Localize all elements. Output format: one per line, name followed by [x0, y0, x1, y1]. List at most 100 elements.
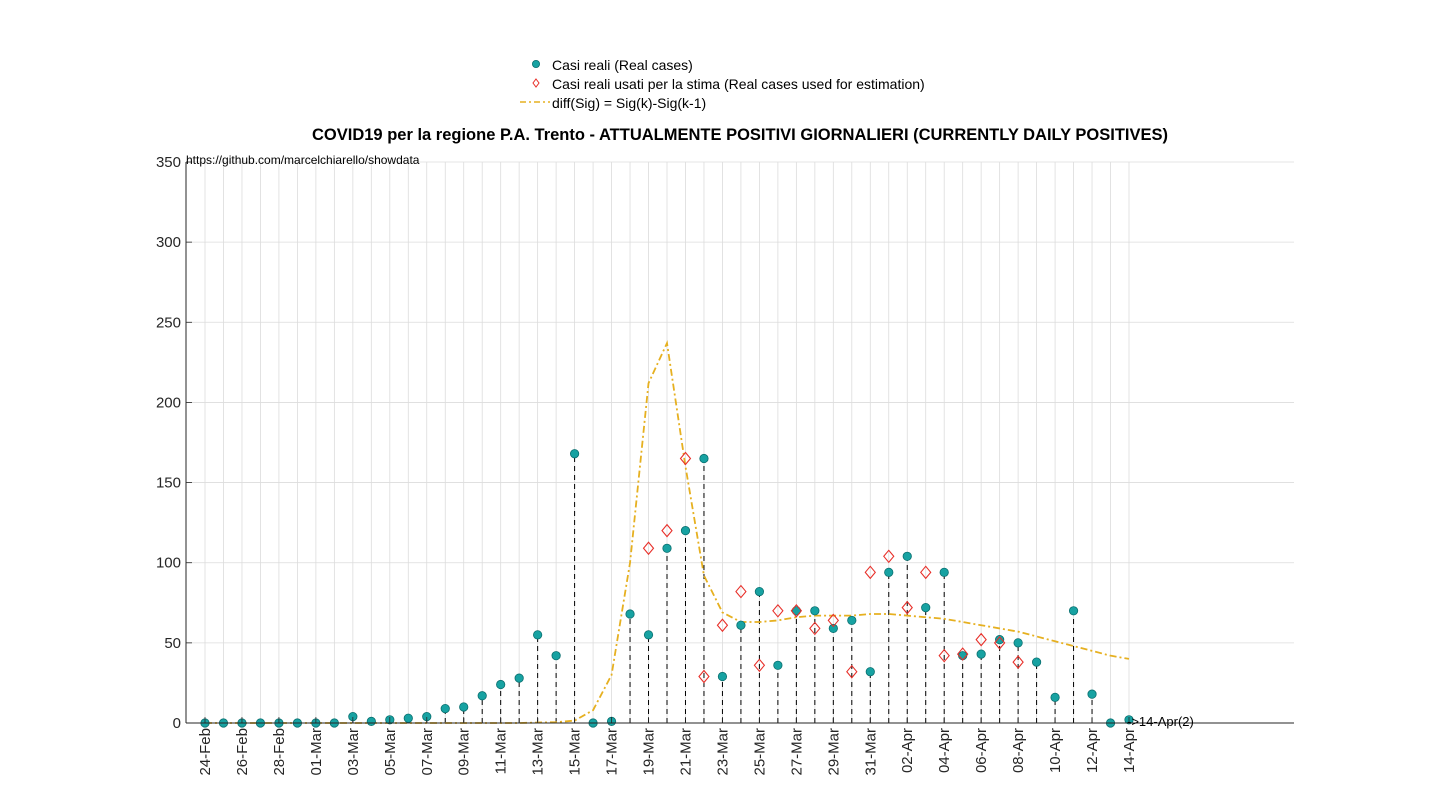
real-case-point [939, 567, 949, 577]
end-date-annotation: ->14-Apr(2) [1127, 714, 1194, 729]
real-case-point [459, 702, 469, 712]
real-case-point [828, 623, 838, 634]
diamond-marker-icon [512, 75, 552, 93]
real-case-point [736, 620, 746, 630]
real-case-point [496, 679, 506, 690]
estimation-point [827, 613, 840, 628]
chart-title: COVID19 per la regione P.A. Trento - ATT… [312, 126, 1168, 144]
estimation-point [938, 648, 950, 663]
real-case-point [699, 453, 709, 464]
x-tick-label: 03-Mar [345, 728, 362, 776]
real-case-point [643, 630, 654, 640]
x-tick-label: 11-Mar [493, 728, 510, 774]
estimation-point [735, 584, 747, 599]
real-case-point [662, 543, 672, 553]
estimation-point [901, 600, 913, 615]
legend-item-diff-line: diff(Sig) = Sig(k)-Sig(k-1) [512, 94, 706, 112]
real-case-point [995, 635, 1005, 645]
x-tick-label: 25-Mar [751, 728, 768, 776]
estimation-point [698, 669, 710, 684]
real-case-point [884, 567, 894, 577]
real-case-point [1068, 606, 1079, 616]
x-tick-label: 19-Mar [641, 728, 658, 776]
x-tick-label: 29-Mar [825, 728, 842, 776]
grid-lines [186, 161, 1294, 723]
real-case-point [440, 703, 450, 714]
estimation-point [993, 635, 1006, 650]
estimation-point [956, 647, 969, 661]
data-points [200, 449, 1134, 728]
dashdot-line-icon [512, 94, 552, 112]
x-tick-label: 26-Feb [234, 728, 251, 776]
x-tick-label: 23-Mar [714, 728, 731, 776]
y-tick-label: 100 [156, 555, 181, 572]
x-tick-label: 07-Mar [419, 728, 436, 776]
legend: Casi reali (Real cases) Casi reali usati… [512, 56, 972, 114]
legend-label-used-cases: Casi reali usati per la stima (Real case… [552, 76, 925, 92]
x-tick-label: 13-Mar [530, 728, 547, 776]
y-tick-label: 200 [156, 394, 181, 411]
estimation-point [661, 523, 673, 538]
x-tick-label: 05-Mar [382, 728, 399, 776]
real-case-point [902, 551, 912, 561]
real-case-point [680, 526, 691, 536]
y-tick-label: 150 [156, 475, 181, 492]
real-case-point [958, 651, 968, 661]
estimation-point [642, 541, 655, 556]
x-tick-label: 31-Mar [862, 728, 879, 776]
real-case-point [1032, 657, 1042, 667]
y-tick-label: 300 [156, 234, 181, 251]
real-case-point [625, 609, 635, 619]
legend-item-used-cases: Casi reali usati per la stima (Real case… [512, 75, 925, 93]
estimation-point [864, 565, 876, 580]
x-tick-label: 08-Apr [1010, 728, 1027, 773]
x-tick-label: 27-Mar [788, 728, 805, 776]
x-tick-label: 14-Apr [1121, 728, 1138, 773]
y-tick-label: 350 [156, 154, 181, 171]
estimation-point [753, 658, 766, 673]
real-case-point [1087, 689, 1097, 699]
estimation-point [809, 621, 821, 636]
real-case-point [533, 630, 543, 640]
estimation-point [920, 565, 932, 580]
real-case-point [514, 673, 524, 683]
x-tick-label: 04-Apr [936, 728, 953, 773]
x-tick-label: 02-Apr [899, 728, 916, 773]
real-case-point [477, 691, 487, 701]
x-tick-label: 12-Apr [1084, 728, 1101, 773]
x-tick-label: 28-Feb [271, 728, 288, 776]
estimation-point [975, 632, 987, 647]
x-tick-label: 10-Apr [1047, 728, 1064, 773]
legend-label-real-cases: Casi reali (Real cases) [552, 57, 693, 73]
real-case-point [551, 651, 561, 661]
y-tick-label: 0 [173, 715, 181, 732]
real-case-point [366, 716, 376, 726]
circle-marker-icon [512, 56, 552, 74]
estimation-point [883, 549, 895, 564]
real-case-point [921, 602, 931, 613]
estimation-point [772, 603, 784, 618]
source-url-annotation: https://github.com/marcelchiarello/showd… [186, 153, 420, 167]
x-tick-label: 01-Mar [308, 728, 325, 776]
estimation-point [716, 618, 729, 633]
real-case-point [810, 606, 820, 616]
x-tick-label: 17-Mar [604, 728, 621, 776]
real-case-point [754, 586, 765, 597]
legend-item-real-cases: Casi reali (Real cases) [512, 56, 693, 74]
real-case-point [976, 649, 986, 659]
estimation-point [679, 451, 692, 466]
y-tick-label: 250 [156, 314, 181, 331]
real-case-point [403, 713, 413, 723]
estimation-point [1012, 655, 1024, 669]
axes: 0 50 100 150 200 250 300 350 24-Feb 26-Feb 28-Feb 0… [156, 154, 1294, 776]
real-case-point [569, 449, 580, 459]
real-case-point [865, 667, 875, 677]
real-case-point [791, 606, 801, 616]
x-tick-label: 09-Mar [456, 728, 473, 776]
real-case-point [1013, 638, 1023, 648]
y-tick-label: 50 [164, 635, 181, 652]
real-case-point [847, 615, 857, 626]
x-tick-label: 15-Mar [567, 728, 584, 776]
estimation-point [790, 603, 803, 618]
